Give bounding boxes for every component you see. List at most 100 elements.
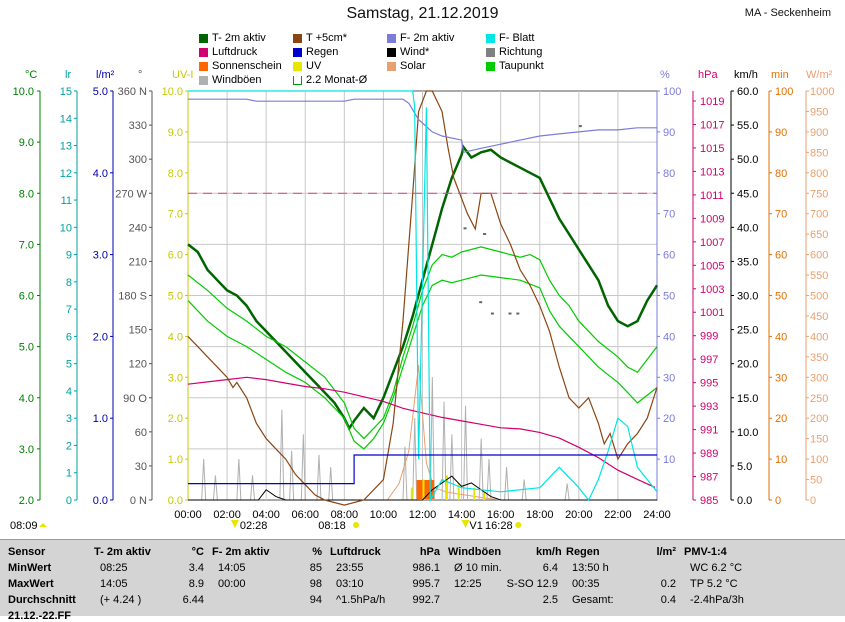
legend-swatch bbox=[486, 47, 495, 57]
axis-tick-label: 11 bbox=[61, 195, 72, 207]
axis-tick-label: 40 bbox=[663, 331, 675, 343]
axis-tick-label: 10.0 bbox=[13, 86, 34, 98]
gust-spike bbox=[429, 376, 435, 501]
axis-tick-label: 550 bbox=[810, 270, 828, 282]
legend-item: Sonnenschein bbox=[199, 60, 282, 72]
axis-tick-label: 650 bbox=[810, 229, 828, 241]
axis-wind bbox=[730, 90, 734, 501]
axis-tick-label: 100 bbox=[663, 86, 681, 98]
stats-value: S-SO 12.9 bbox=[506, 578, 558, 590]
series-line bbox=[187, 376, 656, 488]
axis-dir bbox=[149, 90, 153, 501]
legend-swatch bbox=[387, 33, 396, 43]
stats-value: 85 bbox=[309, 562, 322, 574]
axis-tick-label: 20.0 bbox=[737, 359, 758, 371]
stats-column-head: Luftdruck bbox=[330, 546, 381, 558]
legend-label: F- Blatt bbox=[499, 32, 535, 44]
axis-tick-label: 800 bbox=[810, 168, 828, 180]
axis-tick-label: 35.0 bbox=[737, 256, 758, 268]
axis-tick-label: 4.0 bbox=[168, 331, 183, 343]
series-line bbox=[188, 98, 657, 154]
uv-bar bbox=[410, 487, 413, 500]
direction-dot bbox=[483, 233, 487, 236]
stats-row-label: 14:05 bbox=[100, 578, 128, 590]
stats-column-head: Windböen bbox=[448, 546, 502, 558]
legend-item: Windböen bbox=[199, 74, 262, 86]
axis-tick-label: 7 bbox=[66, 304, 72, 316]
x-tick-label: 04:00 bbox=[252, 509, 280, 521]
legend-label: Solar bbox=[400, 60, 426, 72]
x-tick-label: 20:00 bbox=[565, 509, 593, 521]
axis-tick-label: 60 bbox=[135, 427, 147, 439]
gust-spike bbox=[279, 409, 285, 501]
axis-tick-label: 60.0 bbox=[737, 86, 758, 98]
legend-item: Solar bbox=[387, 60, 426, 72]
axis-tick-label: 50 bbox=[810, 475, 822, 487]
x-tick-label: 06:00 bbox=[291, 509, 319, 521]
legend-item: UV bbox=[293, 60, 321, 72]
axis-tick-label: 40.0 bbox=[737, 222, 758, 234]
axis-tick-label: 90 bbox=[775, 127, 787, 139]
stats-column-head: T- 2m aktiv bbox=[94, 546, 151, 558]
gust-spike bbox=[478, 438, 484, 501]
axis-tick-label: 10 bbox=[663, 454, 675, 466]
stats-row-label: 03:10 bbox=[336, 578, 364, 590]
axis-tick-label: 150 bbox=[129, 325, 147, 337]
axis-tick-label: 270 W bbox=[115, 188, 147, 200]
legend-item: Richtung bbox=[486, 46, 542, 58]
axis-tick-label: 2.0 bbox=[19, 495, 34, 507]
gust-spike bbox=[236, 458, 242, 501]
axis-unit: UV-I bbox=[172, 69, 193, 81]
direction-dot bbox=[490, 312, 494, 315]
legend-item: F- 2m aktiv bbox=[387, 32, 454, 44]
axis-tick-label: 25.0 bbox=[737, 325, 758, 337]
stats-value: 992.7 bbox=[412, 594, 440, 606]
legend-label: 2.2 Monat-Ø bbox=[306, 74, 368, 86]
legend-item: F- Blatt bbox=[486, 32, 534, 44]
axis-unit: W/m² bbox=[806, 69, 833, 81]
sunset-time: 16:28 bbox=[485, 520, 513, 532]
axis-press bbox=[692, 91, 696, 501]
axis-tick-label: 700 bbox=[810, 209, 828, 221]
axis-tick-label: 1005 bbox=[700, 260, 724, 272]
stats-value: 995.7 bbox=[412, 578, 440, 590]
axis-unit: km/h bbox=[734, 69, 758, 81]
axis-tick-label: 1019 bbox=[700, 96, 724, 108]
series-line bbox=[187, 274, 658, 450]
axis-tick-label: 250 bbox=[810, 393, 828, 405]
axis-tick-label: 3.0 bbox=[168, 372, 183, 384]
sun-mark-label: 08:18 bbox=[318, 520, 346, 532]
axis-tick-label: 30 bbox=[663, 372, 675, 384]
x-tick-label: 18:00 bbox=[526, 509, 554, 521]
stats-row-label: Gesamt: bbox=[572, 594, 614, 606]
axis-tick-label: 985 bbox=[700, 495, 718, 507]
legend-label: Luftdruck bbox=[212, 46, 258, 58]
axis-tick-label: 1013 bbox=[700, 166, 724, 178]
axis-tick-label: 90 bbox=[663, 127, 675, 139]
stats-row-label: ^1.5hPa/h bbox=[336, 594, 386, 606]
axis-tick-label: 14 bbox=[60, 113, 72, 125]
axis-tick-label: 0.0 bbox=[168, 495, 183, 507]
stats-panel: Sensor MinWert MaxWert Durchschnitt 21.12.-2… bbox=[0, 539, 845, 622]
axis-tick-label: 10 bbox=[775, 454, 787, 466]
axis-tick-label: 1.0 bbox=[93, 413, 108, 425]
series-line bbox=[187, 246, 658, 440]
gust-spike bbox=[402, 446, 408, 501]
axis-tick-label: 10.0 bbox=[737, 427, 758, 439]
axis-tick-label: 60 bbox=[775, 250, 787, 262]
x-tick-label: 22:00 bbox=[604, 509, 632, 521]
axis-tick-label: 987 bbox=[700, 472, 718, 484]
legend-swatch bbox=[293, 47, 302, 57]
legend-swatch bbox=[199, 75, 208, 85]
axis-unit: % bbox=[660, 69, 670, 81]
uv-bar bbox=[422, 479, 425, 500]
legend-swatch bbox=[199, 33, 208, 43]
legend-swatch bbox=[293, 33, 302, 43]
axis-tick-label: 9.0 bbox=[168, 127, 183, 139]
axis-tick-label: 1007 bbox=[700, 237, 724, 249]
axis-uv bbox=[185, 90, 189, 501]
axis-tick-label: 120 bbox=[129, 359, 147, 371]
series-line bbox=[188, 90, 658, 503]
sunrise-time: 08:09 bbox=[10, 520, 38, 532]
axis-tick-label: 850 bbox=[810, 147, 828, 159]
